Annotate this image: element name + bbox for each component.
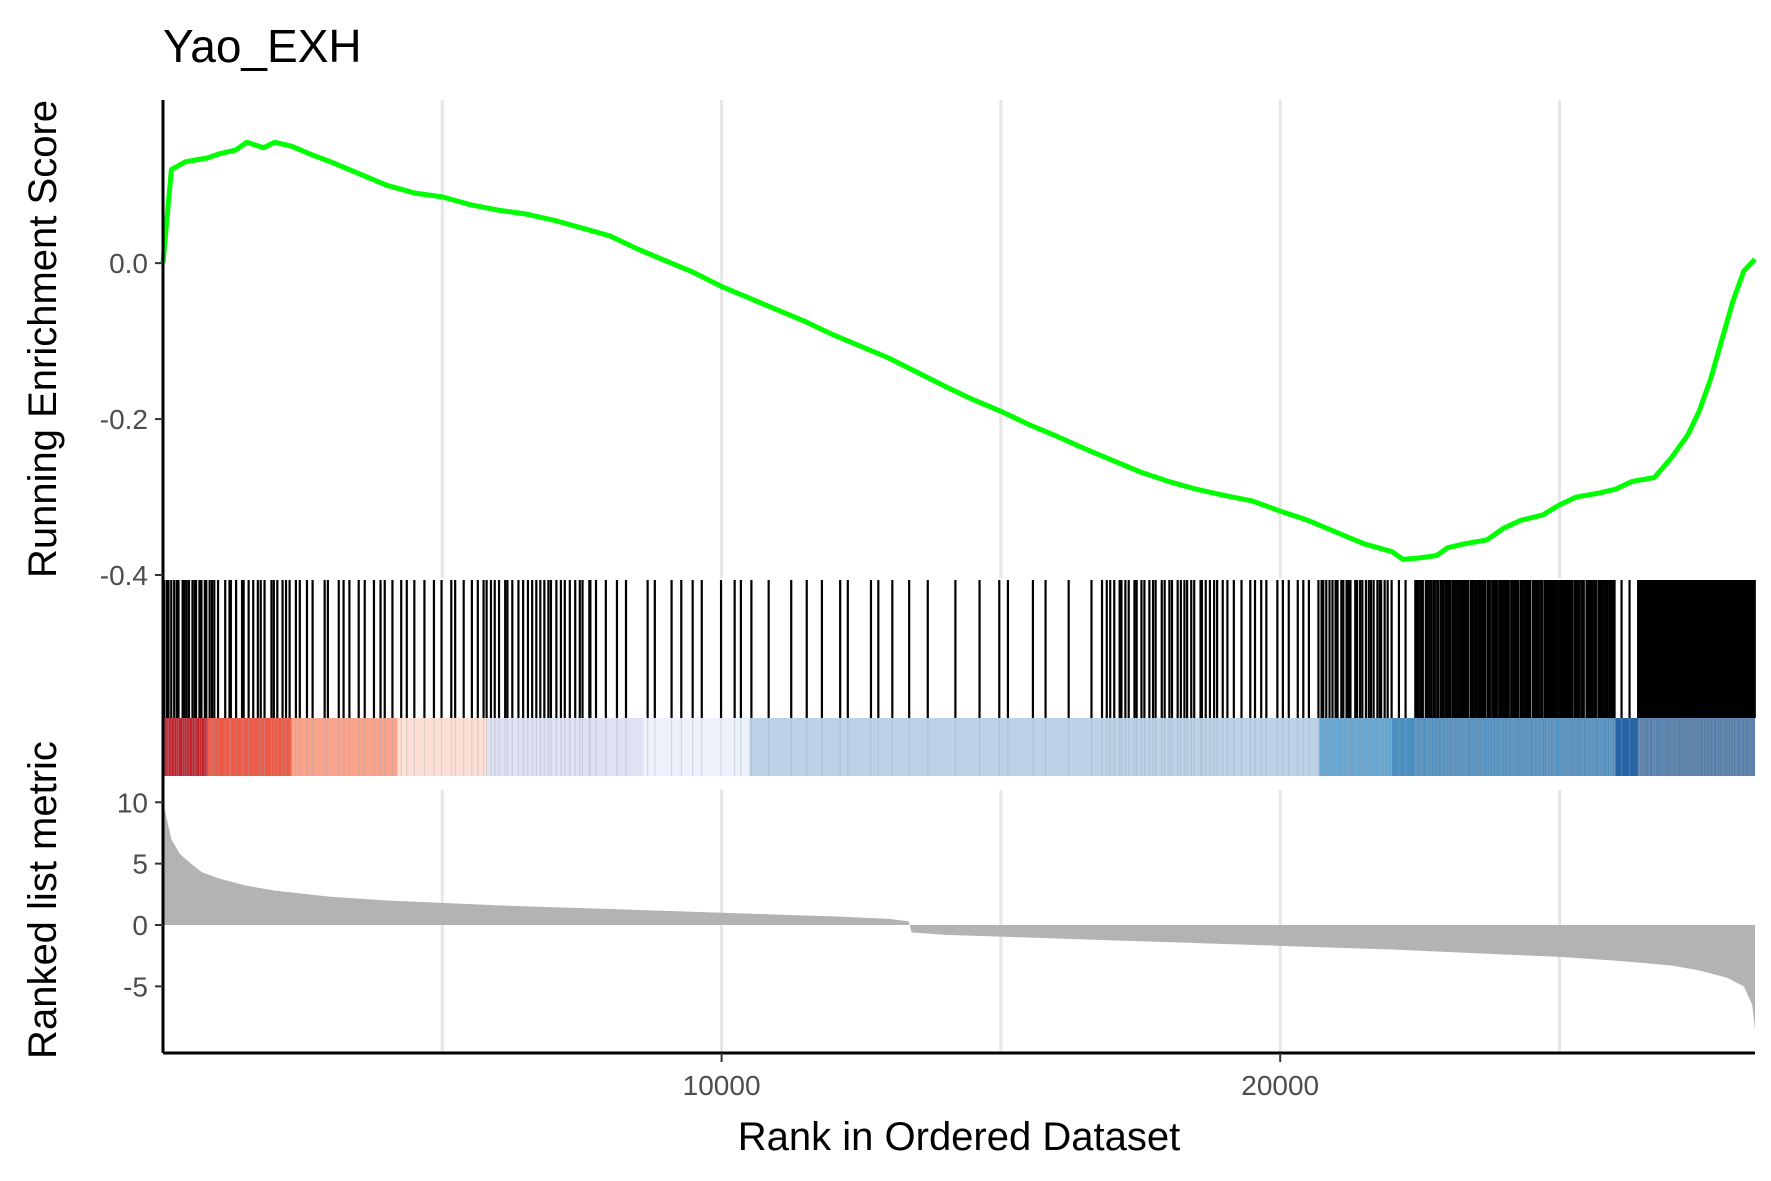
running-enrichment-line — [160, 139, 1757, 562]
ranked-metric-y-tick-label: 10 — [117, 787, 148, 818]
x-axis-title: Rank in Ordered Dataset — [738, 1115, 1180, 1159]
enrichment-y-tick-label: -0.2 — [100, 404, 148, 435]
ranked-metric-y-tick-label: 0 — [132, 910, 148, 941]
enrichment-gridlines — [440, 100, 1561, 578]
enrichment-y-axis-title: Running Enrichment Score — [21, 100, 65, 578]
x-tick-label: 10000 — [683, 1070, 761, 1101]
x-ticks: 10000 20000 — [683, 1053, 1319, 1101]
color-bar-band — [486, 718, 644, 776]
color-bar-band — [643, 718, 750, 776]
x-tick-label: 20000 — [1241, 1070, 1319, 1101]
color-bar-band — [1391, 718, 1616, 776]
enrichment-y-ticks: 0.0 -0.2 -0.4 — [100, 248, 163, 591]
color-bar-band — [291, 718, 398, 776]
color-bar-band — [1319, 718, 1392, 776]
chart-title: Yao_EXH — [163, 20, 362, 72]
ranked-metric-y-tick-label: 5 — [132, 849, 148, 880]
gene-hit-ticks — [163, 580, 1756, 718]
ranked-metric-y-tick-label: -5 — [123, 971, 148, 1002]
color-bar-band — [1615, 718, 1755, 776]
color-bar-band — [163, 718, 208, 776]
ranked-metric-y-axis-title: Ranked list metric — [21, 741, 65, 1059]
enrichment-y-tick-label: -0.4 — [100, 560, 148, 591]
color-bar — [163, 718, 1756, 776]
ranked-metric-y-ticks: 10 5 0 -5 — [117, 787, 163, 1002]
ranked-metric-area — [163, 802, 1755, 1030]
color-bar-band — [397, 718, 487, 776]
enrichment-y-tick-label: 0.0 — [109, 248, 148, 279]
color-bar-band — [749, 718, 1320, 776]
color-bar-band — [207, 718, 292, 776]
